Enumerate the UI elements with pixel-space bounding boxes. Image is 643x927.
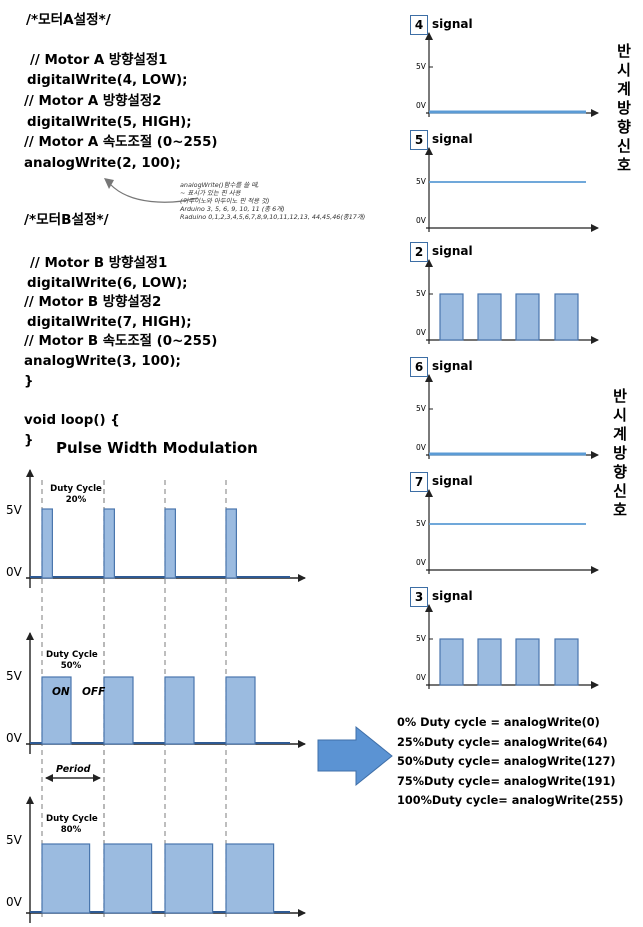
- pwm-5v-label: 5V: [6, 669, 22, 683]
- duty-table-row: 100%Duty cycle= analogWrite(255): [397, 794, 624, 807]
- note-line: Raduino 0,1,2,3,4,5,6,7,8,9,10,11,12,13,…: [180, 213, 366, 221]
- signal-0v-label: 0V: [416, 673, 426, 682]
- motor-a-line: // Motor A 방향설정2: [24, 94, 162, 109]
- pwm-0v-label: 0V: [6, 731, 22, 745]
- signal-label: signal: [432, 17, 473, 31]
- pwm-pulse-bar: [164, 843, 214, 914]
- big-right-arrow: [317, 725, 393, 787]
- pwm-pulse-bar: [103, 843, 153, 914]
- signal-pwm-bar: [439, 293, 464, 341]
- signal-pin-number: 3: [410, 587, 428, 607]
- signal-pwm-bar: [477, 293, 502, 341]
- signal-pwm-bar: [554, 638, 579, 686]
- note-arrow: [109, 183, 199, 203]
- signal-pwm-bar: [439, 638, 464, 686]
- motor-b-line: // Motor B 방향설정1: [30, 256, 168, 271]
- reverse-signal-label-top: 반시계방향신호: [617, 42, 631, 174]
- pwm-pulse-bar: [225, 676, 256, 745]
- motor-a-line: digitalWrite(4, LOW);: [27, 73, 188, 88]
- motor-b-line: // Motor B 방향설정2: [24, 295, 162, 310]
- signal-0v-label: 0V: [416, 101, 426, 110]
- motor-b-line: // Motor B 속도조절 (0~255): [24, 334, 218, 349]
- pwm-pulse-bar: [41, 843, 91, 914]
- motor-a-line: // Motor A 속도조절 (0~255): [24, 135, 218, 150]
- signal-5v-label: 5V: [416, 62, 426, 71]
- signal-0v-label: 0V: [416, 558, 426, 567]
- duty-label: Duty Cycle 50%: [46, 650, 98, 672]
- pwm-0v-label: 0V: [6, 565, 22, 579]
- pwm-5v-label: 5V: [6, 503, 22, 517]
- pwm-pulse-bar: [103, 508, 115, 579]
- duty-label: Duty Cycle 80%: [46, 814, 98, 836]
- on-label: ON: [52, 686, 70, 698]
- loop-line: }: [24, 433, 34, 448]
- duty-table-row: 50%Duty cycle= analogWrite(127): [397, 755, 616, 768]
- pwm-0v-label: 0V: [6, 895, 22, 909]
- signal-5v-label: 5V: [416, 289, 426, 298]
- signal-5v-label: 5V: [416, 634, 426, 643]
- signal-label: signal: [432, 244, 473, 258]
- motor-b-line: analogWrite(3, 100);: [24, 354, 181, 369]
- note-line: analogWrite()함수를 쓸 때,: [180, 181, 260, 189]
- signal-label: signal: [432, 474, 473, 488]
- signal-pwm-bar: [515, 638, 540, 686]
- motor-b-header: /*모터B설정*/: [24, 212, 109, 228]
- signal-0v-label: 0V: [416, 443, 426, 452]
- note-line: ~ 표시가 있는 핀 사용: [180, 189, 241, 197]
- duty-table-row: 75%Duty cycle= analogWrite(191): [397, 774, 616, 788]
- signal-pin-number: 5: [410, 130, 428, 150]
- signal-pwm-bar: [477, 638, 502, 686]
- signal-pin-number: 2: [410, 242, 428, 262]
- period-label: Period: [56, 764, 91, 775]
- pwm-title: Pulse Width Modulation: [56, 439, 258, 457]
- pwm-pulse-bar: [103, 676, 134, 745]
- signal-0v-label: 0V: [416, 216, 426, 225]
- pwm-pulse-bar: [225, 843, 275, 914]
- handwritten-note: analogWrite()함수를 쓸 때, ~ 표시가 있는 핀 사용 (아두이…: [180, 181, 365, 221]
- reverse-signal-label-bottom: 반시계방향신호: [613, 387, 627, 519]
- signal-label: signal: [432, 132, 473, 146]
- duty-table: 0% Duty cycle = analogWrite(0) 25%Duty c…: [397, 713, 623, 811]
- pwm-pulse-bar: [41, 508, 53, 579]
- duty-table-row: 25%Duty cycle= analogWrite(64): [397, 735, 608, 749]
- signal-0v-label: 0V: [416, 328, 426, 337]
- motor-b-line: digitalWrite(7, HIGH);: [27, 315, 192, 330]
- motor-a-line: digitalWrite(5, HIGH);: [27, 115, 192, 130]
- pwm-5v-label: 5V: [6, 833, 22, 847]
- motor-a-line: analogWrite(2, 100);: [24, 156, 181, 171]
- motor-b-line: digitalWrite(6, LOW);: [27, 276, 188, 291]
- note-line: Arduino 3, 5, 6, 9, 10, 11 (총 6개): [180, 205, 285, 213]
- duty-table-row: 0% Duty cycle = analogWrite(0): [397, 716, 600, 729]
- pwm-pulse-bar: [164, 676, 195, 745]
- note-line: (아두이노와 아두이노 핀 적용 것): [180, 197, 270, 205]
- motor-a-header: /*모터A설정*/: [26, 12, 111, 28]
- signal-5v-label: 5V: [416, 404, 426, 413]
- pwm-pulse-bar: [225, 508, 237, 579]
- signal-label: signal: [432, 589, 473, 603]
- signal-pin-number: 6: [410, 357, 428, 377]
- signal-pin-number: 4: [410, 15, 428, 35]
- duty-label: Duty Cycle 20%: [50, 484, 102, 506]
- signal-pwm-bar: [554, 293, 579, 341]
- note-arrow-head: [104, 178, 114, 189]
- motor-a-line: // Motor A 방향설정1: [30, 53, 168, 68]
- signal-5v-label: 5V: [416, 519, 426, 528]
- pwm-pulse-bar: [41, 676, 72, 745]
- signal-pin-number: 7: [410, 472, 428, 492]
- off-label: OFF: [82, 686, 106, 698]
- signal-label: signal: [432, 359, 473, 373]
- signal-5v-label: 5V: [416, 177, 426, 186]
- motor-b-line: }: [24, 374, 34, 389]
- signal-pwm-bar: [515, 293, 540, 341]
- loop-line: void loop() {: [24, 413, 120, 428]
- pwm-pulse-bar: [164, 508, 176, 579]
